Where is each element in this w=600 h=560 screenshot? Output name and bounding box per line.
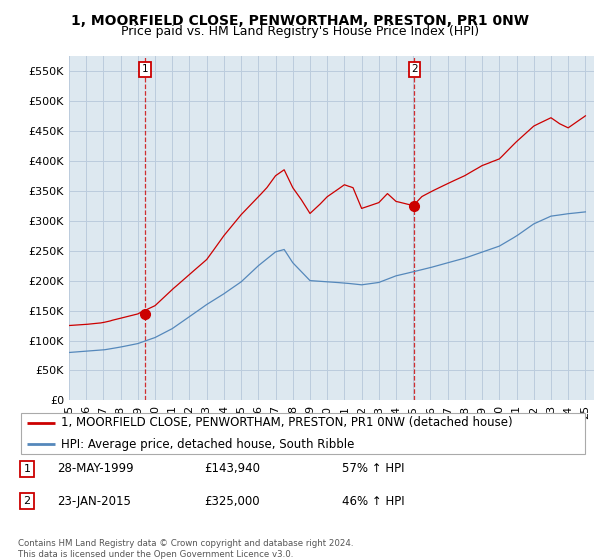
FancyBboxPatch shape <box>21 413 585 454</box>
Text: Price paid vs. HM Land Registry's House Price Index (HPI): Price paid vs. HM Land Registry's House … <box>121 25 479 38</box>
Text: 2: 2 <box>23 496 31 506</box>
Text: 1: 1 <box>23 464 31 474</box>
Text: £325,000: £325,000 <box>204 494 260 508</box>
Text: HPI: Average price, detached house, South Ribble: HPI: Average price, detached house, Sout… <box>61 437 354 450</box>
Text: 57% ↑ HPI: 57% ↑ HPI <box>342 462 404 475</box>
Text: 1: 1 <box>142 64 148 74</box>
Text: 2: 2 <box>411 64 418 74</box>
Text: 1, MOORFIELD CLOSE, PENWORTHAM, PRESTON, PR1 0NW: 1, MOORFIELD CLOSE, PENWORTHAM, PRESTON,… <box>71 14 529 28</box>
Text: 23-JAN-2015: 23-JAN-2015 <box>57 494 131 508</box>
Text: £143,940: £143,940 <box>204 462 260 475</box>
Text: 28-MAY-1999: 28-MAY-1999 <box>57 462 134 475</box>
Text: Contains HM Land Registry data © Crown copyright and database right 2024.
This d: Contains HM Land Registry data © Crown c… <box>18 539 353 559</box>
Text: 1, MOORFIELD CLOSE, PENWORTHAM, PRESTON, PR1 0NW (detached house): 1, MOORFIELD CLOSE, PENWORTHAM, PRESTON,… <box>61 417 512 430</box>
Text: 46% ↑ HPI: 46% ↑ HPI <box>342 494 404 508</box>
